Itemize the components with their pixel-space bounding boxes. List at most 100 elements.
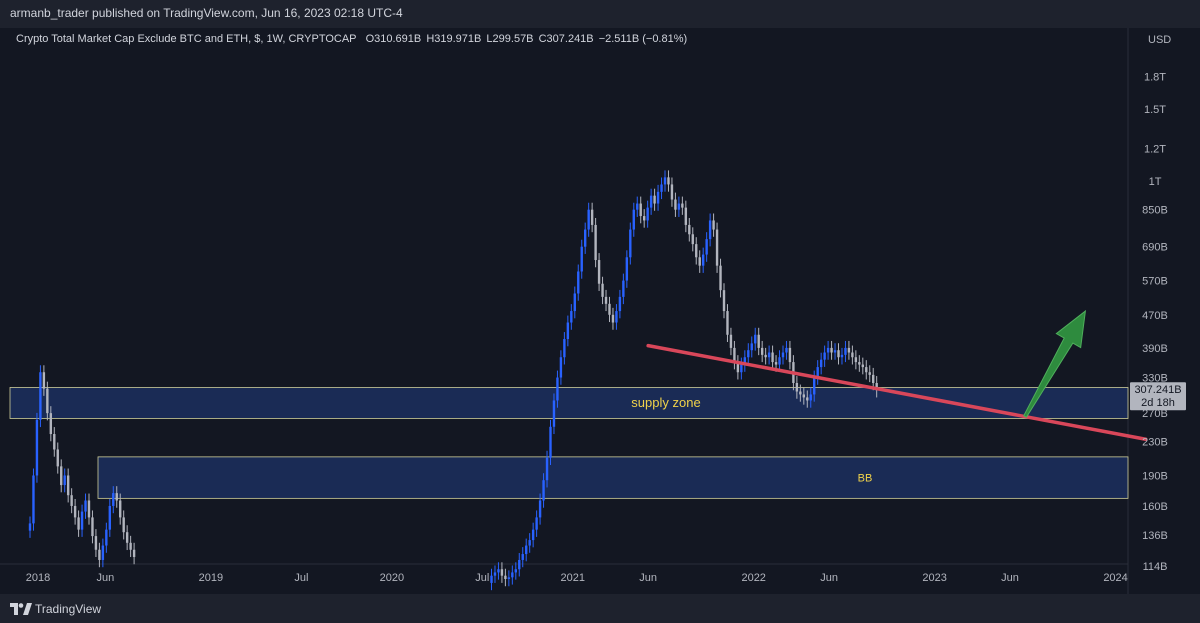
candle-body-112 [771,352,774,363]
y-tick-0: 1.8T [1144,72,1166,84]
candle-body-86 [681,203,684,208]
zone-box-0 [9,387,1129,419]
candle-body-38 [514,569,517,573]
candle-body-43 [531,529,535,541]
candle-body-93 [705,239,708,255]
candle-body-10 [63,475,66,486]
candle-body-116 [785,347,788,353]
y-tick-6: 570B [1142,276,1168,288]
price-chart[interactable]: supply zone BB USD 1.8T 1.5T 1.2T 1T 850B 690B 57… [0,28,1200,594]
candle-body-55 [573,293,576,312]
candle-body-74 [639,203,642,217]
candle-body-107 [754,334,757,344]
candle-body-78 [653,195,656,204]
footer-bar: TradingView [0,594,1200,623]
candle-body-25 [115,493,118,501]
candle-body-59 [587,209,590,230]
candle-body-22 [105,529,108,546]
y-tick-1: 1.5T [1144,104,1166,116]
candle-body-89 [691,234,694,245]
candle-body-0 [28,523,32,531]
candle-body-16 [84,500,87,512]
candle-body-127 [823,352,826,360]
candle-body-34 [500,569,504,576]
y-tick-10: 270B [1142,408,1168,420]
candle-body-100 [729,334,733,348]
candle-body-103 [740,364,743,373]
candle-body-23 [108,505,112,530]
y-tick-8: 390B [1142,343,1168,355]
candle-body-76 [646,207,649,221]
candle-body-120 [799,391,802,395]
candle-body-63 [601,283,604,297]
candle-body-119 [795,382,799,392]
x-tick-12: 2024 [1103,572,1127,584]
candle-body-115 [781,352,785,358]
candle-body-71 [629,229,632,258]
candle-body-131 [837,350,840,358]
candle-body-106 [750,343,753,351]
candle-body-124 [813,377,816,395]
tradingview-logo-icon [10,602,32,615]
candle-body-114 [778,357,781,365]
symbol-title: Crypto Total Market Cap Exclude BTC and … [16,33,357,45]
candle-body-108 [757,334,760,348]
candle-body-58 [584,229,587,247]
price-label-box [1130,382,1186,411]
candle-body-47 [545,457,549,481]
candle-body-82 [667,177,670,185]
zone-label-0: supply zone [631,395,700,410]
close-value: C307.241B [538,33,594,45]
high-value: H319.971B [426,33,482,45]
candle-body-99 [726,311,729,335]
candle-body-67 [615,311,618,323]
candle-body-122 [806,397,809,401]
candle-body-41 [525,545,528,555]
candle-body-32 [493,572,497,576]
candle-body-37 [511,572,514,578]
candle-body-94 [708,220,712,240]
x-tick-4: 2020 [380,572,404,584]
candle-body-35 [504,575,507,579]
x-tick-2: 2019 [199,572,223,584]
candle-body-46 [542,480,545,501]
candle-body-123 [809,394,812,401]
zone-box-1 [97,456,1129,499]
candle-body-56 [577,271,580,294]
candle-body-45 [538,500,542,518]
candle-body-3 [39,372,42,420]
candle-body-75 [642,216,646,221]
chart-area[interactable]: supply zone BB USD 1.8T 1.5T 1.2T 1T 850B 690B 57… [0,28,1200,594]
candle-body-15 [80,511,84,530]
candle-body-61 [594,224,597,261]
candle-body-101 [733,347,736,363]
x-tick-3: Jul [294,572,308,584]
candle-body-5 [46,388,49,414]
x-tick-5: Jul [475,572,489,584]
candle-body-102 [736,362,740,373]
candle-body-31 [490,575,493,583]
candle-body-77 [649,195,653,208]
candle-body-92 [701,254,705,266]
candle-body-137 [858,362,861,365]
x-tick-7: Jun [639,572,657,584]
candle-body-66 [611,314,615,323]
candle-body-126 [819,359,823,368]
price-label-countdown: 2d 18h [1141,397,1175,409]
candle-body-95 [712,220,715,230]
candle-body-49 [552,400,556,427]
y-tick-7: 470B [1142,310,1168,322]
candle-body-91 [698,257,701,266]
candle-body-54 [570,311,573,323]
y-tick-12: 190B [1142,470,1168,482]
symbol-legend: Crypto Total Market Cap Exclude BTC and … [16,33,693,45]
candle-body-72 [632,209,635,230]
candle-body-142 [875,382,878,391]
candle-body-29 [129,542,132,550]
candle-body-7 [53,434,56,450]
published-line: armanb_trader published on TradingView.c… [10,6,403,20]
candle-body-90 [695,244,698,258]
candle-body-53 [566,322,570,340]
candle-body-65 [608,303,611,315]
candle-body-85 [677,203,681,210]
